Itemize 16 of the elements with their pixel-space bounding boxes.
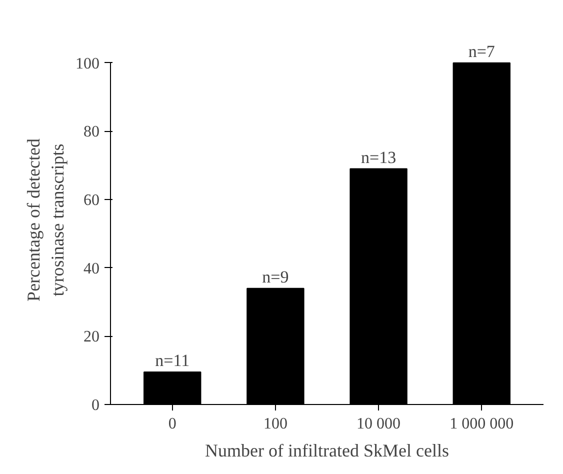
x-tick-label: 100 [263, 416, 288, 432]
y-tick-label: 0 [92, 397, 100, 414]
x-axis-title: Number of infiltrated SkMel cells [205, 440, 449, 460]
annotation: n=9 [262, 267, 289, 286]
y-tick-label: 60 [84, 192, 100, 209]
annotation: n=13 [361, 148, 396, 167]
x-tick-label: 1 000 000 [450, 416, 514, 432]
x-tick-label: 0 [168, 416, 176, 432]
y-tick-label: 40 [84, 260, 100, 278]
y-tick-label: 80 [84, 124, 100, 141]
y-tick-label: 20 [84, 328, 100, 346]
y-axis-title: Percentage of detected tyrosinase transcripts [24, 138, 68, 302]
annotation: n=11 [155, 351, 190, 370]
y-tick-label: 100 [76, 55, 100, 72]
annotation: n=7 [468, 42, 496, 61]
x-tick-label: 10 000 [356, 416, 401, 432]
